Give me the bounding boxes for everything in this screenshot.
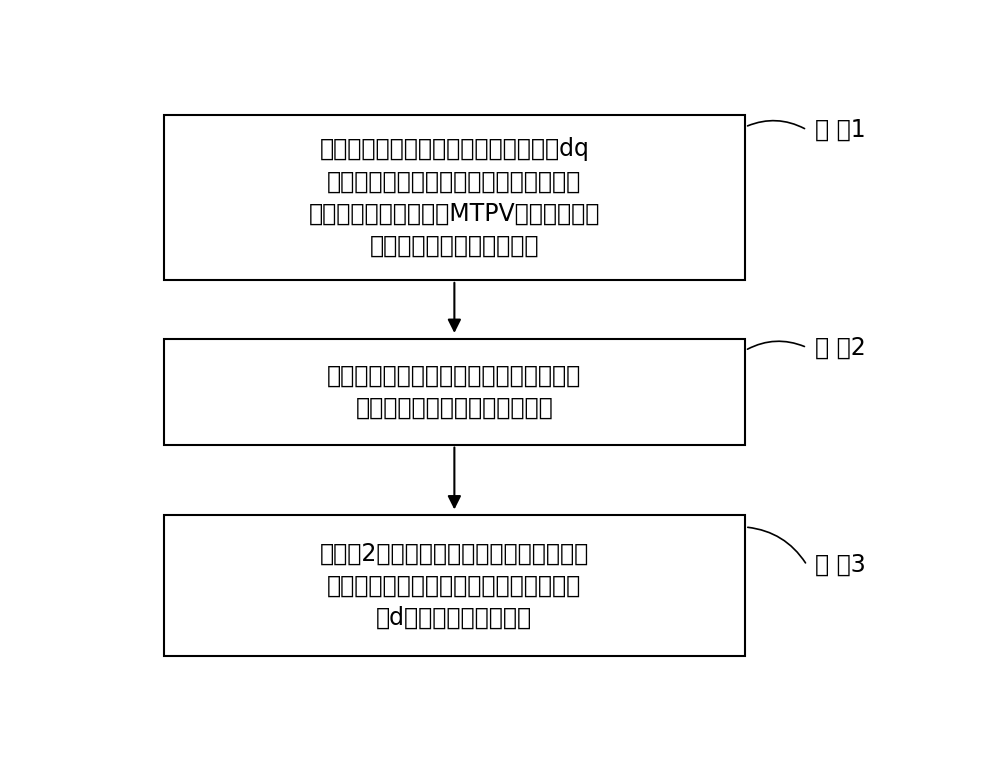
Bar bbox=[164, 338, 745, 445]
Text: 的直流母线电压的值对参考电流命令表中: 的直流母线电压的值对参考电流命令表中 bbox=[327, 574, 582, 598]
Text: 步 骤2: 步 骤2 bbox=[815, 335, 866, 360]
Text: 步 骤1: 步 骤1 bbox=[815, 118, 865, 142]
Text: 压的比例判断是否需要进行补偿: 压的比例判断是否需要进行补偿 bbox=[356, 396, 553, 420]
Text: 机的参考电流命令表的标定: 机的参考电流命令表的标定 bbox=[370, 234, 539, 258]
Text: 电压极限椭圆接近理论MTPV曲线时进行电: 电压极限椭圆接近理论MTPV曲线时进行电 bbox=[309, 202, 600, 225]
Text: 步 骤3: 步 骤3 bbox=[815, 553, 866, 578]
Bar bbox=[164, 115, 745, 280]
Bar bbox=[164, 515, 745, 656]
Text: 的d轴定子电流进行补偿: 的d轴定子电流进行补偿 bbox=[376, 606, 532, 630]
Text: 在步骤2判定需要进行补偿时，根据控制器: 在步骤2判定需要进行补偿时，根据控制器 bbox=[320, 542, 589, 565]
Text: 旋转坐标系的电压极限椭圆，调整参数使: 旋转坐标系的电压极限椭圆，调整参数使 bbox=[327, 170, 582, 193]
Text: 根据电机的总电压与控制器的直流母线电: 根据电机的总电压与控制器的直流母线电 bbox=[327, 364, 582, 387]
Text: 绘制电机进入弱磁区域后各个转速下的dq: 绘制电机进入弱磁区域后各个转速下的dq bbox=[319, 137, 589, 161]
